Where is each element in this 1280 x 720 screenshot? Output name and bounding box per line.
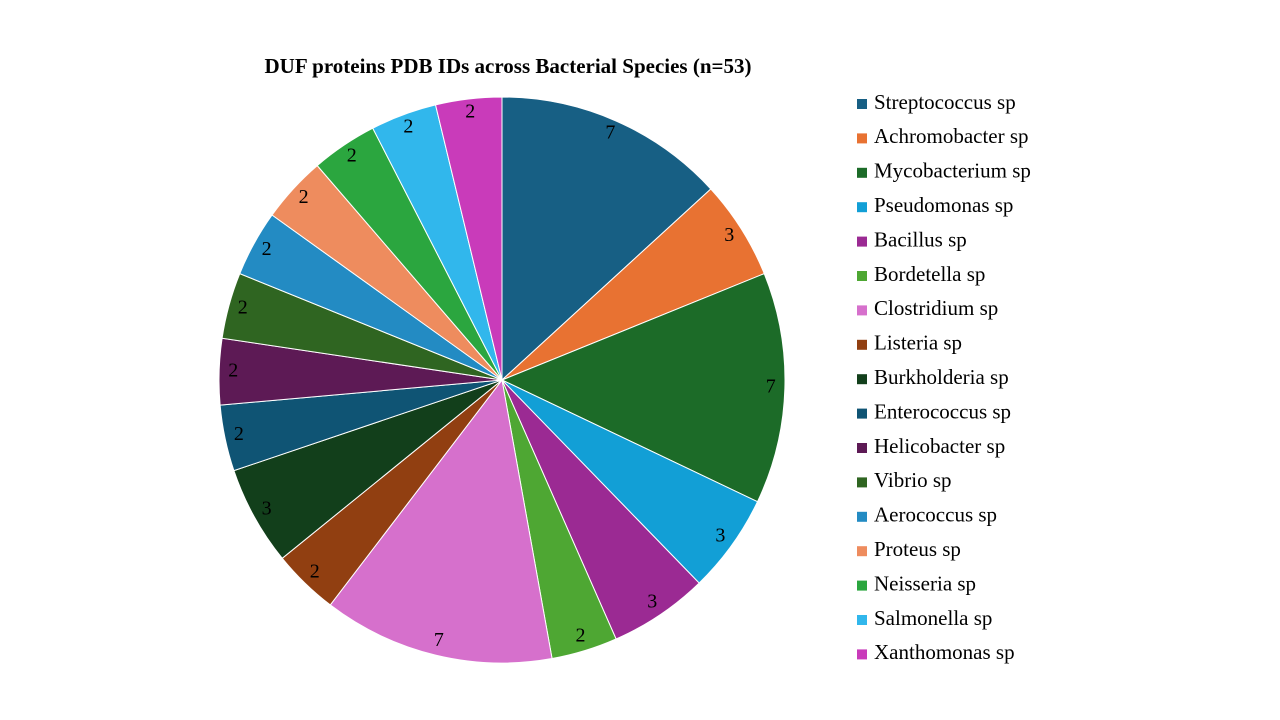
data-label-achromobacter-sp: 3: [724, 224, 734, 246]
legend-item-aerococcus-sp: Aerococcus sp: [857, 503, 997, 527]
data-label-xanthomonas-sp: 2: [465, 101, 475, 123]
legend-swatch: [857, 339, 867, 350]
legend-swatch: [857, 133, 867, 144]
legend-item-pseudomonas-sp: Pseudomonas sp: [857, 193, 1013, 217]
data-label-mycobacterium-sp: 7: [766, 376, 776, 398]
legend-label: Listeria sp: [874, 331, 962, 355]
legend-item-achromobacter-sp: Achromobacter sp: [857, 124, 1029, 148]
data-label-aerococcus-sp: 2: [262, 238, 272, 260]
legend-swatch: [857, 443, 867, 453]
legend-swatch: [857, 167, 867, 178]
legend-item-mycobacterium-sp: Mycobacterium sp: [857, 159, 1031, 183]
data-label-enterococcus-sp: 2: [234, 423, 244, 445]
data-label-bacillus-sp: 3: [647, 591, 657, 613]
legend-item-enterococcus-sp: Enterococcus sp: [857, 399, 1011, 423]
legend-label: Helicobacter sp: [874, 434, 1005, 458]
legend-swatch: [857, 546, 867, 557]
legend-label: Bacillus sp: [874, 227, 967, 251]
legend-swatch: [857, 580, 867, 591]
legend-swatch: [857, 236, 867, 247]
legend-item-listeria-sp: Listeria sp: [857, 331, 962, 355]
legend-item-streptococcus-sp: Streptococcus sp: [857, 90, 1016, 114]
chart-title: DUF proteins PDB IDs across Bacterial Sp…: [265, 54, 752, 78]
legend-swatch: [857, 271, 867, 281]
data-label-pseudomonas-sp: 3: [715, 524, 725, 546]
data-label-streptococcus-sp: 7: [605, 122, 615, 144]
legend-label: Clostridium sp: [874, 296, 998, 320]
legend-swatch: [857, 374, 867, 385]
data-label-proteus-sp: 2: [299, 186, 309, 208]
slice-mycobacterium-sp: [500, 272, 786, 503]
legend-label: Streptococcus sp: [874, 90, 1016, 114]
legend-label: Proteus sp: [874, 537, 961, 561]
legend-label: Xanthomonas sp: [874, 640, 1015, 664]
legend-swatch: [857, 649, 867, 660]
legend-swatch: [857, 305, 867, 316]
legend-label: Neisseria sp: [874, 571, 976, 595]
legend-item-salmonella-sp: Salmonella sp: [857, 606, 992, 630]
legend-label: Pseudomonas sp: [874, 193, 1013, 217]
legend-swatch: [857, 408, 867, 419]
legend-label: Aerococcus sp: [874, 503, 997, 527]
legend-item-helicobacter-sp: Helicobacter sp: [857, 434, 1005, 458]
legend-label: Achromobacter sp: [874, 124, 1029, 148]
legend-swatch: [857, 99, 867, 109]
data-label-listeria-sp: 2: [310, 560, 320, 582]
slice-clostridium-sp: [329, 378, 553, 664]
legend-item-burkholderia-sp: Burkholderia sp: [857, 365, 1009, 389]
legend-swatch: [857, 477, 867, 488]
slice-xanthomonas-sp: [434, 96, 503, 381]
legend-item-bacillus-sp: Bacillus sp: [857, 227, 967, 251]
legend-item-bordetella-sp: Bordetella sp: [857, 262, 985, 286]
legend-label: Enterococcus sp: [874, 399, 1011, 423]
legend-swatch: [857, 511, 867, 522]
data-label-clostridium-sp: 7: [434, 629, 444, 651]
data-label-burkholderia-sp: 3: [262, 497, 272, 519]
pie-data-labels: 7 3 7 3 3 2 7 2 3 2 2 2 2 2 2 2 2: [228, 101, 775, 651]
data-label-bordetella-sp: 2: [576, 625, 586, 647]
legend-label: Burkholderia sp: [874, 365, 1009, 389]
legend-item-neisseria-sp: Neisseria sp: [857, 571, 976, 595]
data-label-salmonella-sp: 2: [403, 116, 413, 138]
legend-label: Vibrio sp: [874, 468, 952, 492]
legend-item-clostridium-sp: Clostridium sp: [857, 296, 998, 320]
data-label-neisseria-sp: 2: [347, 145, 357, 167]
legend-swatch: [857, 615, 867, 625]
legend-label: Mycobacterium sp: [874, 159, 1031, 183]
pie-slices: [218, 96, 786, 664]
legend: Streptococcus sp Achromobacter sp Mycobact…: [857, 90, 1031, 664]
data-label-helicobacter-sp: 2: [228, 360, 238, 382]
legend-item-xanthomonas-sp: Xanthomonas sp: [857, 640, 1015, 664]
data-label-vibrio-sp: 2: [238, 297, 248, 319]
legend-label: Salmonella sp: [874, 606, 992, 630]
legend-item-vibrio-sp: Vibrio sp: [857, 468, 952, 492]
legend-item-proteus-sp: Proteus sp: [857, 537, 961, 561]
legend-swatch: [857, 202, 867, 213]
legend-label: Bordetella sp: [874, 262, 985, 286]
slice-streptococcus-sp: [501, 96, 712, 382]
